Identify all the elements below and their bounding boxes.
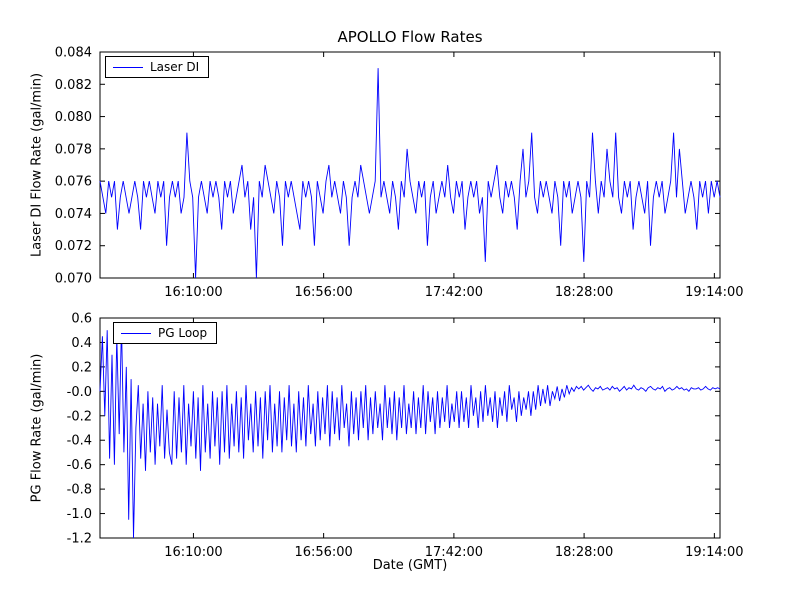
- chart-title: APOLLO Flow Rates: [337, 28, 483, 46]
- y-tick-label: 0.4: [71, 336, 92, 351]
- series-line: [99, 324, 721, 539]
- y-tick-label: 0.078: [55, 142, 92, 157]
- series-line: [99, 68, 721, 279]
- y-tick-label: 0.074: [55, 207, 92, 222]
- y-tick-label: -0.6: [67, 458, 92, 473]
- y-tick-label: -0.0: [67, 385, 92, 400]
- y-tick-label: 0.6: [71, 312, 92, 327]
- y-tick-label: 0.084: [55, 46, 92, 61]
- bottom-legend-label: PG Loop: [158, 326, 208, 340]
- y-tick-label: 0.070: [55, 272, 92, 287]
- axes-frame: [99, 51, 721, 279]
- y-tick-label: -0.8: [67, 483, 92, 498]
- top-legend: Laser DI: [105, 56, 210, 78]
- y-tick-label: -1.0: [67, 507, 92, 522]
- y-tick-label: 0.072: [55, 239, 92, 254]
- y-tick-label: 0.076: [55, 175, 92, 190]
- x-tick-label: 18:28:00: [555, 545, 613, 560]
- top-legend-label: Laser DI: [150, 60, 200, 74]
- x-tick-label: 17:42:00: [425, 285, 483, 300]
- y-tick-label: -0.4: [67, 434, 92, 449]
- bottom-legend: PG Loop: [113, 322, 218, 344]
- top-y-axis-label: Laser DI Flow Rate (gal/min): [29, 72, 45, 258]
- legend-line-sample: [121, 332, 151, 334]
- x-tick-label: 16:56:00: [294, 285, 352, 300]
- axes-frame: [99, 317, 721, 539]
- x-tick-label: 16:10:00: [164, 545, 222, 560]
- y-tick-label: 0.080: [55, 110, 92, 125]
- x-tick-label: 17:42:00: [425, 545, 483, 560]
- x-tick-label: 16:10:00: [164, 285, 222, 300]
- y-tick-label: 0.2: [71, 360, 92, 375]
- x-tick-label: 18:28:00: [555, 285, 613, 300]
- legend-line-sample: [113, 66, 143, 68]
- bottom-y-axis-label: PG Flow Rate (gal/min): [29, 353, 45, 503]
- y-tick-label: -1.2: [67, 532, 92, 547]
- x-tick-label: 19:14:00: [685, 285, 743, 300]
- x-tick-label: 19:14:00: [685, 545, 743, 560]
- x-tick-label: 16:56:00: [294, 545, 352, 560]
- x-axis-label: Date (GMT): [372, 558, 448, 573]
- y-tick-label: -0.2: [67, 409, 92, 424]
- y-tick-label: 0.082: [55, 78, 92, 93]
